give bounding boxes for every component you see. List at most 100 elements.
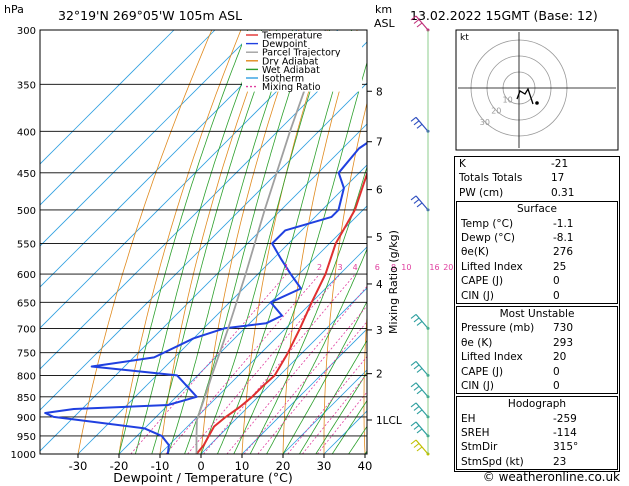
wet-adiabat-line	[331, 399, 367, 454]
isotherm-line	[40, 30, 216, 206]
km-tick-label: 4	[376, 279, 383, 291]
x-tick-label: -30	[69, 459, 88, 473]
wet-adiabat-line	[135, 30, 263, 454]
km-tick-label: 7	[376, 137, 383, 149]
surface-row: CIN (J) 0	[461, 289, 560, 302]
wind-barb-flag	[410, 313, 417, 319]
pressure-tick-label: 500	[17, 206, 36, 217]
x-tick-label: 0	[197, 459, 204, 473]
legend-label: Isotherm	[262, 74, 304, 85]
parcel-trajectory-series	[195, 30, 327, 454]
wet-adiabat-line	[200, 30, 331, 454]
surface-title: Surface	[516, 203, 557, 216]
x-axis-title: Dewpoint / Temperature (°C)	[113, 470, 292, 485]
pressure-tick-label: 300	[17, 26, 36, 37]
isotherm-line	[40, 30, 257, 247]
wet-adiabat-line	[118, 30, 249, 454]
wind-barb-flag	[416, 123, 423, 129]
wind-barb-flag	[410, 382, 417, 388]
wind-barb-flag	[410, 15, 417, 21]
wind-barb-flag	[413, 364, 420, 370]
surface-row: Lifted Index 25	[461, 260, 567, 273]
isotherm-line	[241, 328, 367, 454]
dewpoint-series	[44, 141, 367, 454]
hodograph-kt-label: kt	[460, 33, 469, 43]
pressure-tick-label: 900	[17, 413, 36, 424]
mixing-ratio-line	[130, 273, 287, 454]
most-unstable-box: Most Unstable Pressure (mb) 730 θe (K) 293…	[456, 305, 618, 395]
wind-barb-flag	[416, 320, 423, 326]
legend-label: Wet Adiabat	[262, 65, 320, 76]
most-unstable-row: Lifted Index 20	[461, 351, 567, 364]
pressure-tick-label: 800	[17, 371, 36, 382]
legend-label: Parcel Trajectory	[262, 48, 341, 59]
indices-table: K -21 Totals Totals 17 PW (cm) 0.31 Surface…	[454, 156, 620, 473]
location-label: 32°19'N 269°05'W 105m ASL	[58, 8, 242, 23]
mixing-ratio-label: 20	[443, 263, 453, 272]
isotherm-line	[40, 30, 339, 329]
pressure-tick-label: 350	[17, 80, 36, 91]
wind-barb-flag	[416, 409, 423, 415]
legend-label: Temperature	[261, 31, 322, 42]
surface-row: Temp (°C) -1.1	[461, 217, 574, 230]
plot-frame	[39, 29, 368, 455]
pressure-tick-label: 450	[17, 169, 36, 180]
most-unstable-title: Most Unstable	[499, 307, 575, 320]
hodograph-ring-label: 20	[491, 107, 501, 116]
dry-adiabat-line	[403, 30, 445, 454]
surface-row: CAPE (J) 0	[461, 275, 560, 288]
mixing-ratio-label: 10	[401, 263, 411, 272]
wind-barb-flag	[416, 389, 423, 395]
wind-barb-flag	[413, 443, 420, 448]
wet-adiabat-line	[315, 371, 367, 454]
km-tick-label: 1LCL	[376, 415, 402, 427]
isotherm-line	[77, 164, 367, 454]
wind-barb-flag	[413, 425, 420, 430]
hodograph-trace	[516, 87, 534, 105]
x-tick-label: 30	[317, 459, 332, 473]
mixing-ratio-line	[243, 305, 367, 454]
wind-barb-flag	[410, 439, 417, 445]
hodograph-box: Hodograph EH -259 SREH -114 StmDir 315° Stm…	[456, 396, 618, 471]
hodograph-ring-label: 10	[503, 95, 513, 104]
wind-barb-flag	[410, 421, 417, 427]
dry-adiabat-line	[118, 30, 242, 454]
km-tick-label: 3	[376, 325, 383, 337]
temperature-series	[195, 171, 367, 454]
storm-motion-marker	[535, 101, 539, 105]
index-row: K -21	[459, 158, 569, 170]
asl-label: ASL	[374, 17, 396, 30]
mixing-ratio-label: 3	[338, 263, 343, 272]
isotherm-line	[40, 30, 298, 288]
x-tick-label: 40	[358, 459, 373, 473]
mixing-ratio-line	[165, 273, 320, 454]
legend-label: Dry Adiabat	[262, 56, 319, 67]
mixing-ratio-label: 4	[353, 263, 358, 272]
most-unstable-row: CAPE (J) 0	[461, 365, 560, 378]
most-unstable-row: θe (K) 293	[461, 336, 574, 349]
legend-label: Dewpoint	[262, 39, 307, 50]
footer-credit: © weatheronline.co.uk	[482, 470, 620, 484]
hodograph-row: EH -259	[461, 412, 577, 425]
isotherm-line	[40, 123, 367, 452]
mixing-ratio-label: 8	[391, 263, 396, 272]
surface-row: θe(K) 276	[461, 246, 574, 259]
isotherm-line	[159, 246, 367, 454]
pressure-tick-label: 750	[17, 349, 36, 360]
wind-barb-flag	[413, 198, 420, 204]
wind-barb-flag	[416, 22, 423, 28]
wind-barb-flag	[410, 195, 417, 201]
km-tick-label: 8	[376, 86, 383, 98]
km-label: km	[375, 3, 392, 16]
pressure-tick-label: 700	[17, 324, 36, 335]
wind-barb-flag	[416, 367, 423, 373]
hodograph-row: SREH -114	[461, 427, 577, 440]
legend-label: Mixing Ratio	[262, 82, 321, 93]
wind-barb-flag	[413, 317, 420, 323]
pressure-tick-label: 550	[17, 240, 36, 251]
wind-barb-flag	[413, 120, 420, 126]
wind-barb-flag	[410, 360, 417, 366]
wet-adiabat-line	[299, 339, 367, 454]
hodograph-title: Hodograph	[507, 398, 567, 411]
x-tick-label: 20	[276, 459, 291, 473]
